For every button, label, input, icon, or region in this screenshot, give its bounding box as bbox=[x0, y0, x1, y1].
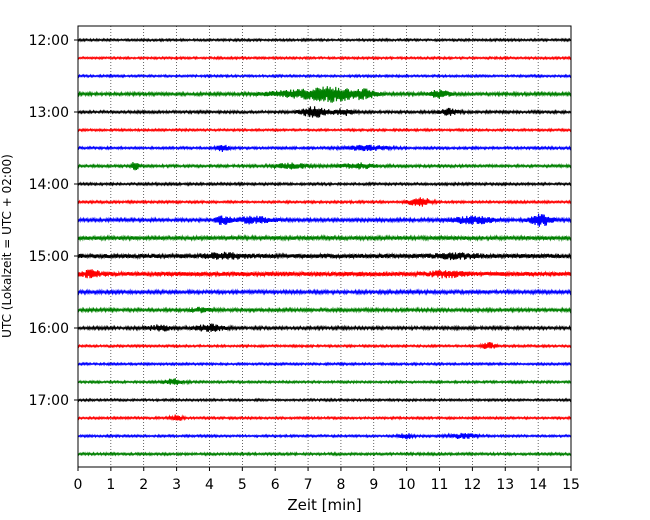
x-axis-ticks: 0 1 2 3 4 5 6 7 8 9 10 11 12 13 14 15 bbox=[74, 467, 580, 493]
x-tick-label: 1 bbox=[106, 477, 115, 493]
seismogram-trace bbox=[77, 213, 572, 227]
seismogram-trace bbox=[77, 37, 572, 43]
seismogram-trace bbox=[77, 361, 572, 367]
seismogram-trace bbox=[77, 414, 572, 422]
x-tick-label: 8 bbox=[336, 477, 345, 493]
plot-frame bbox=[77, 25, 572, 468]
seismogram-trace bbox=[77, 181, 572, 187]
x-tick-label: 7 bbox=[304, 477, 313, 493]
y-tick-label: 15:00 bbox=[29, 249, 69, 265]
seismogram-trace bbox=[77, 106, 572, 118]
seismogram-trace bbox=[77, 397, 572, 403]
seismogram-trace bbox=[77, 378, 572, 386]
y-tick-label: 17:00 bbox=[29, 393, 69, 409]
y-tick-label: 13:00 bbox=[29, 105, 69, 121]
seismogram-trace bbox=[77, 73, 572, 79]
seismogram-trace bbox=[77, 451, 572, 457]
y-tick-label: 16:00 bbox=[29, 321, 69, 337]
x-tick-label: 9 bbox=[369, 477, 378, 493]
x-tick-label: 14 bbox=[529, 477, 547, 493]
seismogram-traces bbox=[77, 37, 572, 457]
x-axis-title: Zeit [min] bbox=[287, 496, 361, 514]
x-tick-label: 15 bbox=[562, 477, 580, 493]
x-tick-label: 11 bbox=[431, 477, 449, 493]
y-tick-label: 12:00 bbox=[29, 33, 69, 49]
y-axis-title: UTC (Lokalzeit = UTC + 02:00) bbox=[0, 154, 14, 338]
seismogram-trace bbox=[77, 162, 572, 171]
y-axis-ticks: 12:00 13:00 14:00 15:00 16:00 17:00 bbox=[29, 33, 78, 409]
seismogram-trace bbox=[77, 127, 572, 133]
x-tick-label: 2 bbox=[139, 477, 148, 493]
seismogram-trace bbox=[77, 323, 572, 332]
x-tick-label: 12 bbox=[463, 477, 481, 493]
seismogram-trace bbox=[77, 306, 572, 314]
x-tick-label: 0 bbox=[74, 477, 83, 493]
seismogram-trace bbox=[77, 144, 572, 152]
x-tick-label: 5 bbox=[238, 477, 247, 493]
x-tick-label: 4 bbox=[205, 477, 214, 493]
x-tick-label: 13 bbox=[496, 477, 514, 493]
seismogram-trace bbox=[77, 197, 572, 207]
seismogram-trace bbox=[77, 342, 572, 350]
y-tick-label: 14:00 bbox=[29, 177, 69, 193]
x-tick-label: 10 bbox=[398, 477, 416, 493]
seismogram-trace bbox=[77, 86, 572, 103]
seismogram-trace bbox=[77, 55, 572, 61]
x-tick-label: 6 bbox=[271, 477, 280, 493]
seismogram-trace bbox=[77, 269, 572, 279]
seismogram-trace bbox=[77, 251, 572, 261]
seismogram-trace bbox=[77, 234, 572, 242]
seismogram-trace bbox=[77, 288, 572, 296]
seismogram-trace bbox=[77, 432, 572, 440]
x-tick-label: 3 bbox=[172, 477, 181, 493]
